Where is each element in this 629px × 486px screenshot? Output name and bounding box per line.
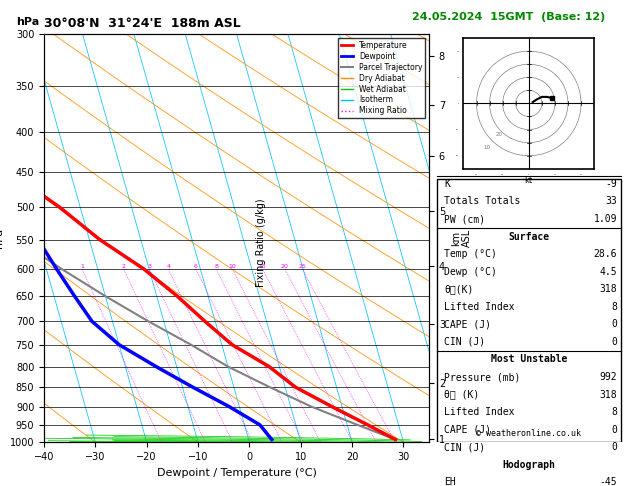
Text: EH: EH xyxy=(444,477,456,486)
Text: 0: 0 xyxy=(611,337,617,347)
Text: CIN (J): CIN (J) xyxy=(444,337,486,347)
Text: 318: 318 xyxy=(599,390,617,399)
Text: © weatheronline.co.uk: © weatheronline.co.uk xyxy=(476,429,581,438)
Text: Hodograph: Hodograph xyxy=(503,460,555,470)
Y-axis label: km
ASL: km ASL xyxy=(450,229,472,247)
Text: 1: 1 xyxy=(80,264,84,269)
Text: 10: 10 xyxy=(228,264,237,269)
Text: Temp (°C): Temp (°C) xyxy=(444,249,497,259)
Text: 0: 0 xyxy=(611,425,617,434)
Text: K: K xyxy=(444,179,450,189)
Text: 28.6: 28.6 xyxy=(594,249,617,259)
Text: CAPE (J): CAPE (J) xyxy=(444,319,491,330)
Text: 33: 33 xyxy=(605,196,617,207)
X-axis label: Dewpoint / Temperature (°C): Dewpoint / Temperature (°C) xyxy=(157,468,316,478)
Text: Dewp (°C): Dewp (°C) xyxy=(444,267,497,277)
Y-axis label: hPa: hPa xyxy=(0,228,4,248)
Text: 0: 0 xyxy=(611,442,617,452)
Text: Lifted Index: Lifted Index xyxy=(444,302,515,312)
Text: 318: 318 xyxy=(599,284,617,294)
Text: CIN (J): CIN (J) xyxy=(444,442,486,452)
Text: 24.05.2024  15GMT  (Base: 12): 24.05.2024 15GMT (Base: 12) xyxy=(412,12,605,22)
Text: Surface: Surface xyxy=(508,232,549,242)
Text: PW (cm): PW (cm) xyxy=(444,214,486,224)
Text: 6: 6 xyxy=(194,264,198,269)
Text: θᴇ (K): θᴇ (K) xyxy=(444,390,479,399)
Text: CAPE (J): CAPE (J) xyxy=(444,425,491,434)
Text: Fixing Ratio (g/kg): Fixing Ratio (g/kg) xyxy=(256,199,266,287)
Text: 4: 4 xyxy=(166,264,170,269)
Text: θᴇ(K): θᴇ(K) xyxy=(444,284,474,294)
Legend: Temperature, Dewpoint, Parcel Trajectory, Dry Adiabat, Wet Adiabat, Isotherm, Mi: Temperature, Dewpoint, Parcel Trajectory… xyxy=(338,38,425,119)
Text: Lifted Index: Lifted Index xyxy=(444,407,515,417)
Text: 1.09: 1.09 xyxy=(594,214,617,224)
Text: 15: 15 xyxy=(259,264,267,269)
Text: -45: -45 xyxy=(599,477,617,486)
Text: Pressure (mb): Pressure (mb) xyxy=(444,372,521,382)
Text: 0: 0 xyxy=(611,319,617,330)
Text: 8: 8 xyxy=(611,407,617,417)
Text: hPa: hPa xyxy=(16,17,39,27)
Text: 2: 2 xyxy=(121,264,126,269)
Text: 8: 8 xyxy=(611,302,617,312)
Text: 30°08'N  31°24'E  188m ASL: 30°08'N 31°24'E 188m ASL xyxy=(44,17,241,30)
Text: 8: 8 xyxy=(214,264,218,269)
Text: 25: 25 xyxy=(299,264,306,269)
Text: 20: 20 xyxy=(281,264,289,269)
Text: Totals Totals: Totals Totals xyxy=(444,196,521,207)
Text: Most Unstable: Most Unstable xyxy=(491,354,567,364)
Text: 4.5: 4.5 xyxy=(599,267,617,277)
Text: 3: 3 xyxy=(147,264,152,269)
Text: 992: 992 xyxy=(599,372,617,382)
Text: -9: -9 xyxy=(605,179,617,189)
